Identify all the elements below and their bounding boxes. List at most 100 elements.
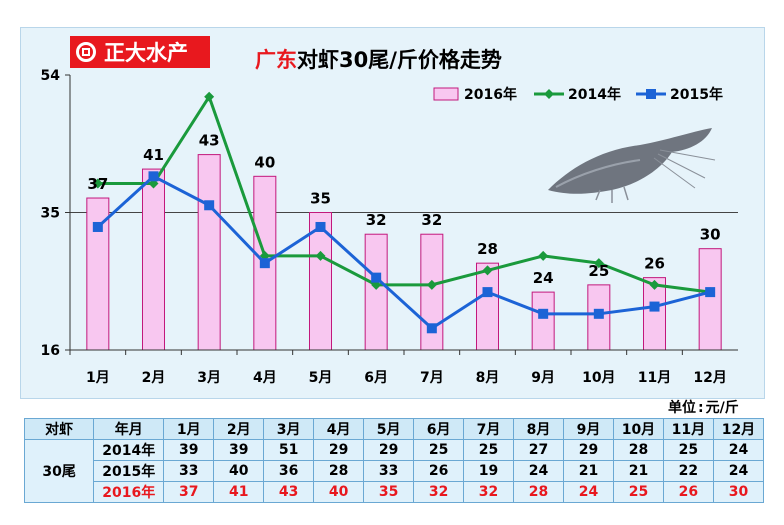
table-month-header: 12月 [712,418,765,440]
table-month-header: 1月 [163,418,215,440]
table-value-cell: 37 [163,481,215,503]
point-2015 [259,258,270,269]
bar-data-label: 37 [87,175,108,193]
table-value-cell: 19 [463,460,515,482]
table-value-cell: 29 [313,439,365,461]
table-value-cell: 24 [563,481,614,503]
point-2015 [426,323,437,334]
table-value-cell: 39 [163,439,215,461]
unit-value: 元/斤 [705,400,739,416]
point-2014 [92,178,103,189]
table-year-cell: 2015年 [93,460,165,482]
table-value-cell: 24 [513,460,564,482]
table-value-cell: 33 [363,460,415,482]
x-tick-label: 6月 [364,370,388,386]
bar-data-label: 30 [700,226,721,244]
table-row: 30尾 2014年 39 39 51 29 29 25 25 27 29 28 25 24 [23,439,765,503]
bar-data-label: 32 [366,211,387,229]
table-value-cell: 33 [163,460,215,482]
point-2014 [649,279,660,290]
table-value-cell: 30 [712,481,765,503]
table-header-row: 对虾 年月 1月 2月 3月 4月 5月 6月 7月 8月 9月 10月 11月 12月 [23,418,765,440]
table-row: 2015年 33 40 36 28 33 26 19 24 21 21 22 24 [25,460,765,482]
bar-data-label: 40 [254,153,275,171]
table-row: 2016年 37 41 43 40 35 32 32 28 24 25 26 30 [25,481,765,503]
point-2015 [148,171,159,182]
table-value-cell: 25 [463,439,515,461]
bar-data-label: 43 [199,132,220,150]
plot-area: 37 41 43 40 35 32 32 28 24 25 26 30 16 35 54 1月 2月 3月 4月 5… [41,68,738,386]
table-value-cell: 29 [563,439,614,461]
table-value-cell: 32 [413,481,465,503]
table-month-header: 8月 [513,418,564,440]
table-value-cell: 51 [263,439,315,461]
point-2014 [315,250,326,261]
point-2015 [371,272,382,283]
title-text: 对虾30尾/斤价格走势 [297,48,502,72]
point-2014 [204,91,215,102]
table-value-cell: 25 [662,439,714,461]
table-month-header: 11月 [662,418,714,440]
table-value-cell: 24 [712,439,765,461]
brand-logo: 正大水产 [70,36,210,68]
legend-marker [544,89,554,99]
table-value-cell: 41 [213,481,265,503]
title-region: 广东 [255,48,297,72]
point-2015 [92,221,103,232]
bar-2016 [531,291,555,351]
table-year-cell: 2016年 [93,481,165,503]
x-tick-label: 1月 [86,370,110,386]
table-month-header: 2月 [213,418,265,440]
point-2014 [538,250,549,261]
x-tick-label: 4月 [253,370,277,386]
point-2015 [538,308,549,319]
table-value-cell: 32 [463,481,515,503]
table-value-cell: 21 [563,460,614,482]
bar-2016 [698,248,722,351]
table-value-cell: 28 [513,481,564,503]
point-2015 [649,301,660,312]
x-tick-label: 7月 [420,370,444,386]
bar-data-label: 41 [143,146,164,164]
x-tick-label: 11月 [638,370,671,386]
unit-key: 单位 [668,400,696,416]
legend-swatch-bar [433,87,459,101]
x-tick-label: 2月 [142,370,166,386]
table-value-cell: 36 [263,460,315,482]
table-year-header: 年月 [93,418,165,440]
point-2015 [204,200,215,211]
table-value-cell: 24 [712,460,765,482]
line-2015 [96,174,711,330]
table-corner-cell: 对虾 [23,418,95,440]
legend-label: 2015年 [670,86,723,103]
table-value-cell: 29 [363,439,415,461]
bar-data-label: 28 [477,240,498,258]
table-value-cell: 21 [612,460,664,482]
table-value-cell: 40 [313,481,365,503]
x-tick-label: 8月 [476,370,500,386]
table-month-header: 5月 [363,418,415,440]
legend-label: 2016年 [464,86,517,103]
legend-label: 2014年 [568,86,621,103]
bar-data-label: 26 [644,255,665,273]
x-tick-label: 12月 [693,370,726,386]
logo-text: 正大水产 [104,41,188,65]
unit-separator: : [698,400,704,416]
bar-2016 [364,233,388,351]
point-2014 [593,258,604,269]
x-tick-label: 5月 [309,370,333,386]
y-tick-label: 35 [41,206,60,222]
table-group-label: 30尾 [23,439,95,503]
table-value-cell: 26 [413,460,465,482]
x-tick-label: 3月 [197,370,221,386]
price-table: 对虾 年月 1月 2月 3月 4月 5月 6月 7月 8月 9月 10月 11月 12月 30尾 2014年 3… [23,418,765,503]
table-month-header: 6月 [413,418,465,440]
table-month-header: 7月 [463,418,515,440]
y-tick-label: 16 [41,343,60,359]
table-value-cell: 39 [213,439,265,461]
bar-2016 [476,262,499,351]
shrimp-illustration [548,128,716,203]
bar-2016 [142,168,165,351]
point-2015 [315,221,326,232]
